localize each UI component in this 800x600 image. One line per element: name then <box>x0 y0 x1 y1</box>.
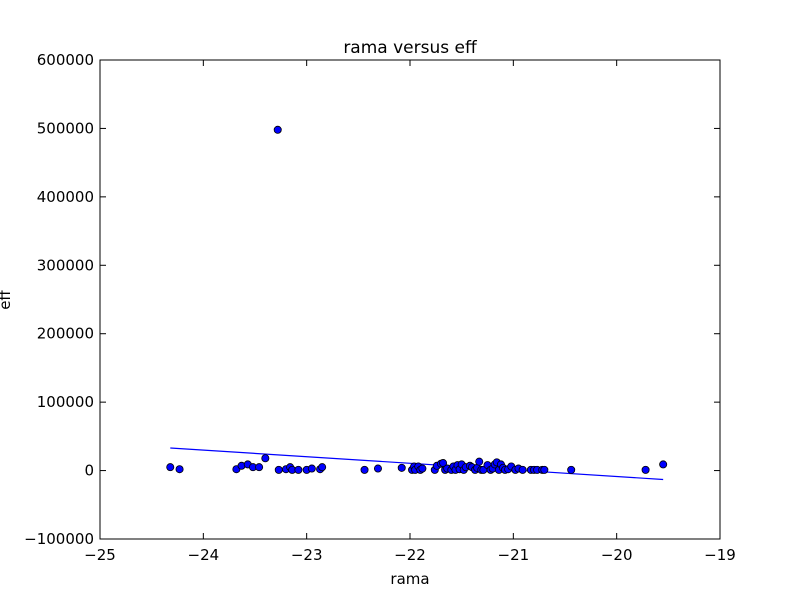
x-tick-label: −21 <box>498 546 530 564</box>
scatter-point <box>567 465 576 474</box>
x-tick-label: −20 <box>601 546 633 564</box>
y-tick-label: 400000 <box>37 188 94 206</box>
y-tick-label: 0 <box>84 462 94 480</box>
scatter-point <box>373 464 382 473</box>
x-axis-ticks: −25 −24 −23 −22 −21 −20 −19 <box>84 60 736 564</box>
scatter-point <box>318 463 327 472</box>
scatter-point <box>261 454 270 463</box>
scatter-point <box>518 465 527 474</box>
scatter-point <box>475 457 484 466</box>
data-layer <box>166 125 668 481</box>
y-tick-label: 100000 <box>37 393 94 411</box>
x-tick-label: −25 <box>84 546 116 564</box>
y-tick-label: 600000 <box>37 51 94 69</box>
scatter-point <box>360 465 369 474</box>
scatter-point <box>307 464 316 473</box>
scatter-point <box>175 465 184 474</box>
scatter-point <box>659 460 668 469</box>
x-axis-label: rama <box>390 570 429 588</box>
scatter-point <box>274 465 283 474</box>
scatter-point <box>641 465 650 474</box>
scatter-point <box>418 464 427 473</box>
y-tick-label: −100000 <box>24 530 94 548</box>
y-axis-ticks: −100000 0 100000 200000 300000 400000 500000 60… <box>24 51 720 548</box>
scatter-point <box>166 463 175 472</box>
y-tick-label: 300000 <box>37 256 94 274</box>
plot-area: −25 −24 −23 −22 −21 −20 −19 −100000 0 100000 2000… <box>24 51 736 564</box>
chart-title: rama versus eff <box>343 38 478 58</box>
scatter-point <box>255 463 264 472</box>
scatter-point <box>273 125 282 134</box>
x-tick-label: −24 <box>188 546 220 564</box>
scatter-point <box>294 465 303 474</box>
x-tick-label: −23 <box>291 546 323 564</box>
x-tick-label: −22 <box>394 546 426 564</box>
y-tick-label: 500000 <box>37 119 94 137</box>
scatter-point <box>397 463 406 472</box>
x-tick-label: −19 <box>704 546 736 564</box>
y-tick-label: 200000 <box>37 325 94 343</box>
scatter-point <box>540 465 549 474</box>
y-axis-label: eff <box>0 290 14 310</box>
